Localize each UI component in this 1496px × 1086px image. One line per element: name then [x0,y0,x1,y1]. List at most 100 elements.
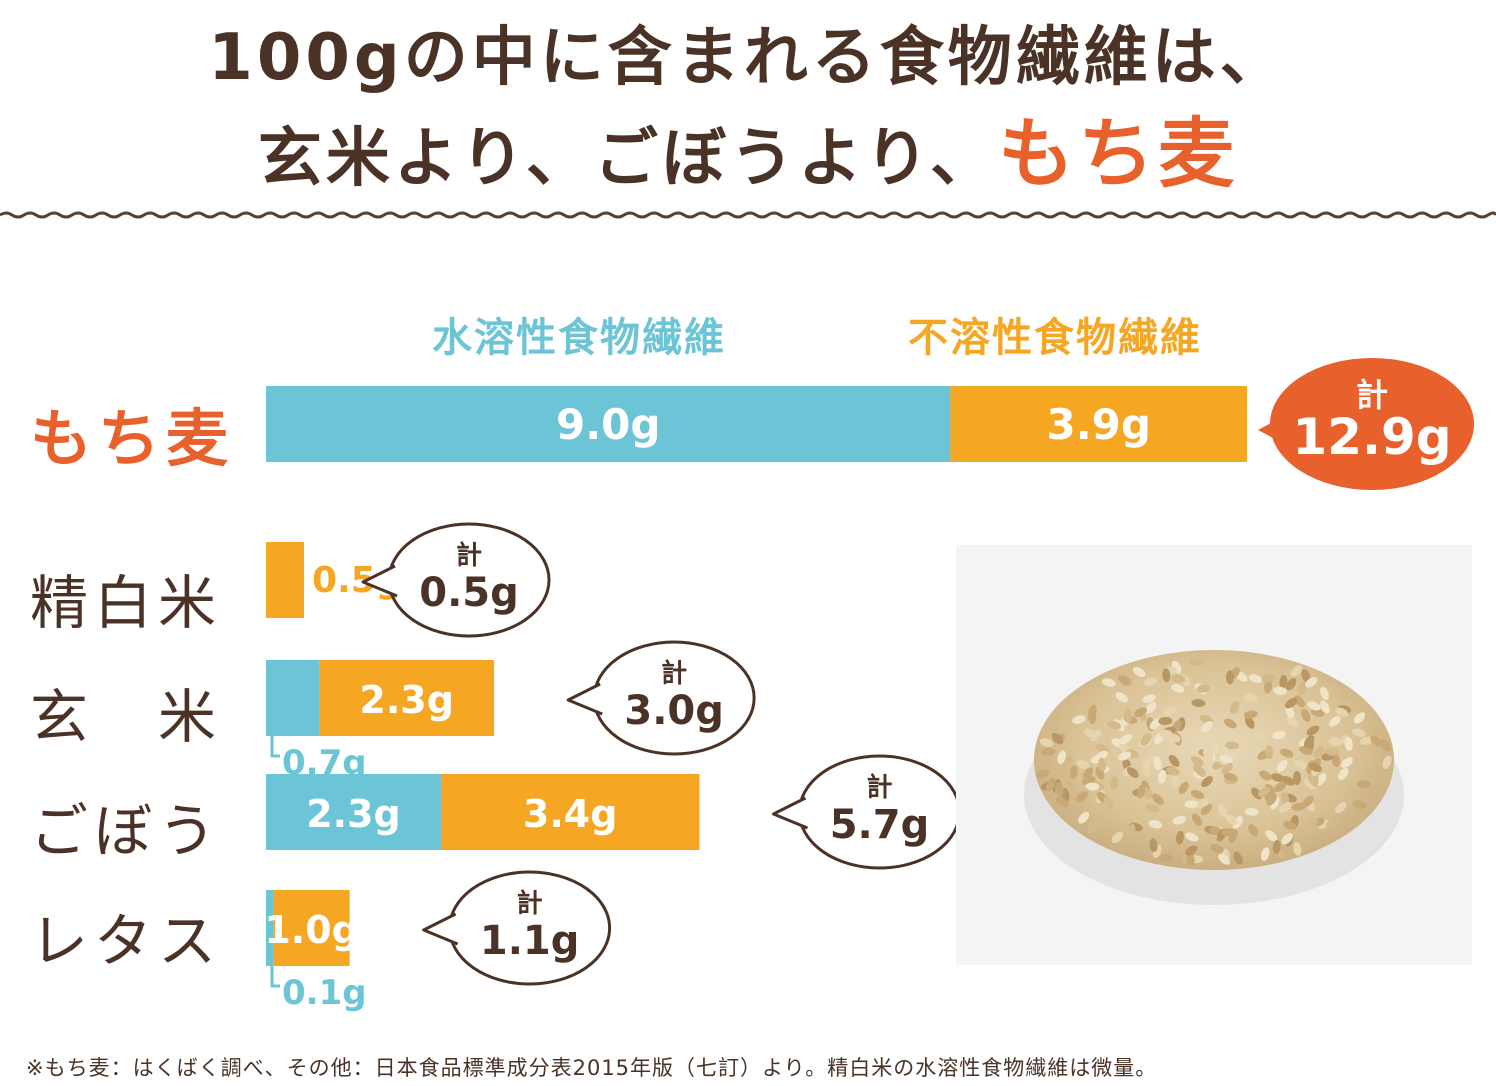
grain [1244,715,1255,729]
grain [1223,772,1238,782]
grain [1291,802,1306,811]
grain [1225,814,1238,825]
grain [1353,712,1366,724]
leader-line-soluble-4 [270,966,280,988]
grain [1218,853,1231,865]
grain [1085,782,1100,791]
grain [1276,760,1288,773]
grain [1293,841,1302,856]
category-label-brown-rice: 玄 米 [30,683,223,751]
grain [1304,778,1316,790]
grain [1316,773,1327,786]
grain [1219,754,1234,764]
grain [1145,804,1160,813]
data-label-insoluble-3: 3.4g [523,792,618,836]
grain [1380,739,1392,752]
grain [1283,820,1297,830]
grain [1341,757,1353,768]
grain [1172,815,1187,825]
grain [1258,786,1271,798]
grain [1325,818,1338,830]
grain [1294,695,1305,708]
grain [1168,754,1180,767]
category-label-mochimugi: もち麦 [30,402,235,475]
category-label-white-rice: 精白米 [30,569,223,637]
grain [1158,853,1173,863]
grain [1210,844,1224,854]
grain [1306,725,1320,736]
grain [1166,766,1180,776]
total-bubble-tail-2 [566,682,603,716]
bar-insoluble-1 [266,542,305,618]
grain [1101,678,1116,687]
grain [1299,746,1313,756]
grain [1243,693,1258,703]
grain [1145,702,1157,714]
grain [1190,790,1205,800]
grain [1223,718,1237,729]
grain [1117,751,1132,761]
grain [1264,679,1273,694]
grain [1286,715,1299,728]
grain [1225,670,1234,685]
bar-insoluble-2 [319,660,495,736]
headline-line-1: 100gの中に含まれる食物繊維は、 [208,21,1288,95]
grain [1153,756,1162,771]
grain [1302,795,1314,808]
grain [1089,730,1102,742]
grain [1148,820,1163,829]
grain [1088,704,1097,719]
grain [1352,728,1366,738]
grain [1171,774,1180,788]
grain [1142,694,1156,704]
grain [1132,666,1146,677]
grain [1313,745,1325,758]
grain [1273,686,1287,695]
grain [1279,674,1288,689]
grain [1266,793,1277,806]
grain [1171,683,1185,693]
grain [1065,779,1076,793]
grain [1076,760,1090,770]
grain [1042,725,1052,739]
total-prefix-0: 計 [1356,376,1388,414]
grain [1281,775,1295,786]
grain [1051,732,1064,745]
grain [1123,708,1132,723]
grain [1162,668,1171,683]
grain [1076,791,1088,803]
grain [1189,658,1204,667]
grain [1305,677,1318,688]
grain [1055,782,1064,797]
total-value-4: 1.1g [480,918,580,964]
grain [1183,729,1192,744]
grain [1325,747,1340,756]
grain [1142,762,1151,777]
grain [1200,803,1213,816]
grain [1136,784,1146,799]
headline-prefix: 玄米より、ごぼうより、 [257,122,999,196]
grain [1308,762,1322,773]
grain [1328,716,1341,727]
grain [1237,739,1248,752]
grain [1320,700,1330,714]
grain [1244,807,1259,816]
bar-soluble-4 [266,890,274,966]
grain [1171,674,1186,683]
total-value-2: 3.0g [624,688,724,734]
footnote: ※もち麦：はくばく調べ、その他：日本食品標準成分表2015年版（七訂）より。精白… [26,1056,1158,1080]
legend-insoluble: 不溶性食物繊維 [908,315,1202,361]
grain [1126,767,1139,778]
headline-line-2: 玄米より、ごぼうより、もち麦 [0,92,1496,202]
grain [1118,674,1131,686]
data-label-insoluble-4: 1.0g [264,908,359,952]
grain [1280,748,1294,758]
grain-dots [1035,658,1392,866]
grain [1335,707,1349,717]
grain [1335,801,1347,814]
category-label-lettuce: レタス [30,907,223,975]
grain [1072,715,1086,724]
bar-insoluble-3 [440,774,700,850]
grain [1290,665,1303,677]
grain [1221,762,1233,775]
